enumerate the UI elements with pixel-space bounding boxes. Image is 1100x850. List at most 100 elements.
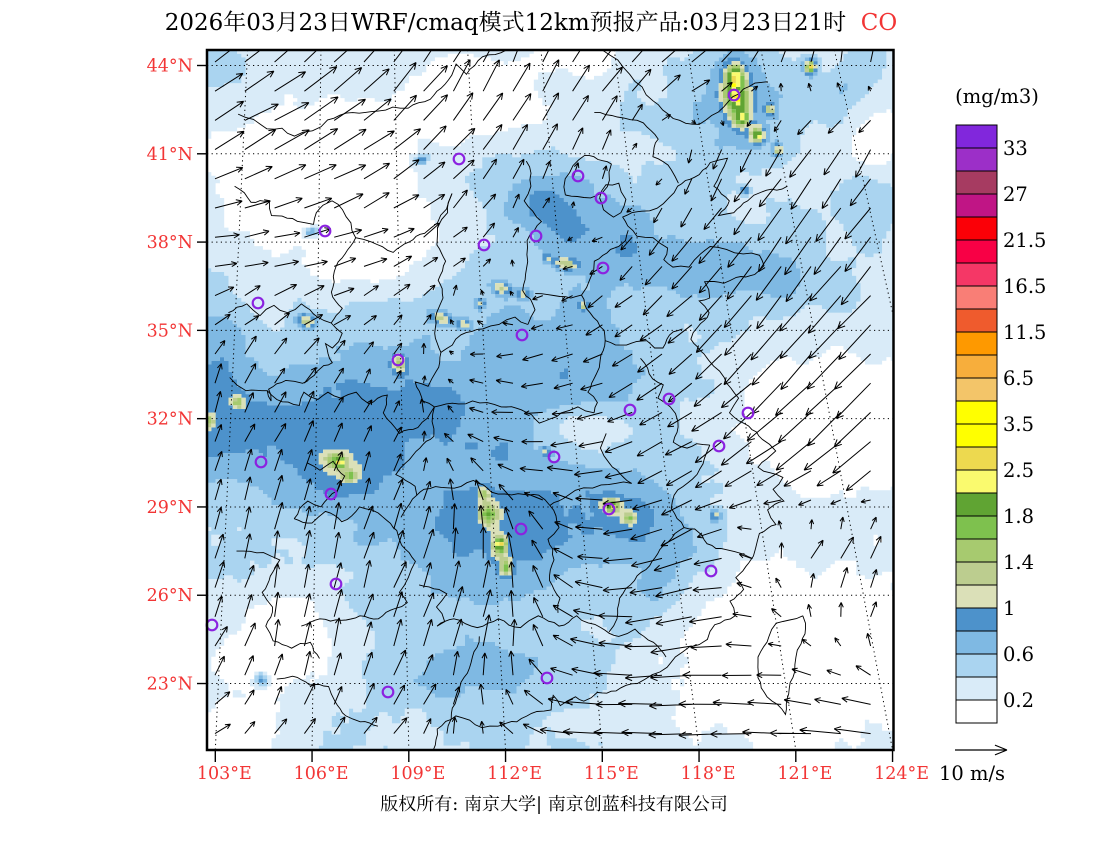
text: 26°N (147, 586, 193, 606)
path (719, 11, 738, 32)
text: 109°E (390, 764, 445, 784)
wind-reference-arrow (955, 744, 1008, 756)
city-marker (251, 296, 265, 310)
boundary-line (581, 294, 683, 349)
boundary-line (440, 316, 529, 353)
path (675, 795, 692, 812)
boundary-line (594, 112, 679, 184)
boundary-line (535, 230, 629, 299)
path (602, 794, 620, 811)
x-tick-label: 103°E (197, 764, 252, 784)
city-marker (329, 577, 343, 591)
text: 23°N (147, 675, 193, 695)
wind-arrows-path (214, 50, 882, 739)
text: 23 (742, 10, 771, 36)
city-markers (205, 88, 755, 699)
meridian-124 (760, 50, 894, 750)
path (825, 11, 846, 32)
city-marker (704, 564, 718, 578)
city-marker (324, 487, 338, 501)
path (692, 795, 710, 812)
wind-legend-label: 10 m/s (939, 762, 1005, 785)
colorbar-segment (955, 124, 998, 149)
path (518, 794, 536, 812)
colorbar-segment (955, 147, 998, 172)
y-tick-label: 29°N (147, 498, 193, 518)
path (548, 794, 565, 812)
province-boundaries (228, 50, 806, 750)
city-marker (547, 450, 561, 464)
y-tick-label: 32°N (147, 410, 193, 430)
text-run: CO (861, 10, 897, 36)
x-tick-label: 118°E (681, 764, 736, 784)
boundary-line (547, 505, 561, 613)
text: CO (861, 10, 897, 36)
colorbar-segment (955, 308, 998, 333)
text: 1 (1003, 597, 1015, 620)
colorbar-segment (955, 699, 998, 724)
field-level-1 (207, 50, 894, 750)
boundary-line (670, 444, 711, 528)
y-tick-label: 44°N (147, 57, 193, 77)
city-marker (515, 328, 529, 342)
text: 103°E (197, 764, 252, 784)
boundary-line (276, 675, 379, 727)
text: 41°N (147, 145, 193, 165)
boundary-line (416, 480, 551, 506)
colorbar-label: 3.5 (1003, 413, 1034, 436)
city-marker (741, 406, 755, 420)
text-run: 2026 03 23 WRF/cmaq 12km:03 23 21 (165, 10, 846, 36)
boundary-line (432, 157, 788, 750)
text: 23 (299, 10, 328, 36)
x-tick-label: 121°E (777, 764, 832, 784)
boundary-line (683, 527, 753, 559)
city-marker (623, 403, 637, 417)
x-tick-label: 115°E (584, 764, 639, 784)
colorbar-segment (955, 354, 998, 379)
city-marker (602, 502, 616, 516)
path (584, 794, 601, 812)
field-level-0 (207, 50, 894, 750)
city-marker (477, 238, 491, 252)
meridian-112 (467, 50, 507, 750)
text: 6.5 (1003, 367, 1034, 390)
boundary-line (587, 340, 606, 413)
path (620, 795, 638, 812)
colorbar-segment (955, 170, 998, 195)
reference-arrow (955, 744, 1008, 756)
city-marker (254, 455, 268, 469)
field-level-2 (207, 50, 848, 698)
text: 121°E (777, 764, 832, 784)
colorbar-segment (955, 653, 998, 678)
colorbar-segment (955, 630, 998, 655)
city-marker (594, 191, 608, 205)
boundary-line (228, 237, 357, 324)
path (276, 11, 295, 32)
path (636, 10, 658, 32)
colorbar-segment (955, 423, 998, 448)
path (479, 10, 502, 32)
colorbar-segment (955, 492, 998, 517)
text: 38°N (147, 233, 193, 253)
colorbar-segment (955, 216, 998, 241)
colorbar-label: 16.5 (1003, 275, 1046, 298)
colorbar-segment (955, 515, 998, 540)
text: 1.4 (1003, 551, 1034, 574)
boundary-line (563, 154, 612, 199)
city-marker (727, 88, 741, 102)
colorbar-tick-labels: 33 27 21.5 16.5 11.5 6.5 3.5 2.5 1.8 1.4 1 0.6 0.2 (1003, 137, 1046, 712)
colorbar (955, 124, 998, 724)
city-marker (712, 439, 726, 453)
city-marker (596, 261, 610, 275)
text: 124°E (874, 764, 929, 784)
path (775, 11, 791, 32)
co-concentration-field (207, 50, 894, 750)
colorbar-segment (955, 561, 998, 586)
city-marker (318, 224, 332, 238)
text: 29°N (147, 498, 193, 518)
colorbar-label: 2.5 (1003, 459, 1034, 482)
text: :03 (682, 10, 719, 36)
city-marker (514, 522, 528, 536)
boundary-line (266, 193, 453, 435)
colorbar-label: 0.6 (1003, 643, 1034, 666)
